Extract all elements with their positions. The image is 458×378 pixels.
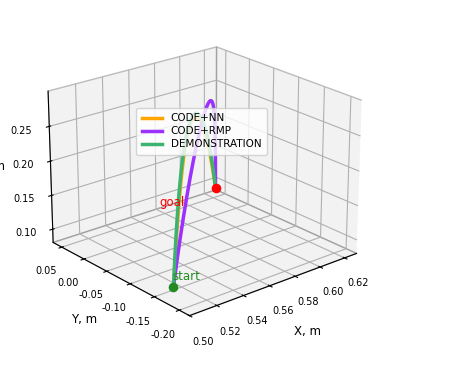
Legend: CODE+NN, CODE+RMP, DEMONSTRATION: CODE+NN, CODE+RMP, DEMONSTRATION [136, 108, 267, 155]
Y-axis label: Y, m: Y, m [71, 313, 97, 326]
X-axis label: X, m: X, m [294, 325, 321, 338]
